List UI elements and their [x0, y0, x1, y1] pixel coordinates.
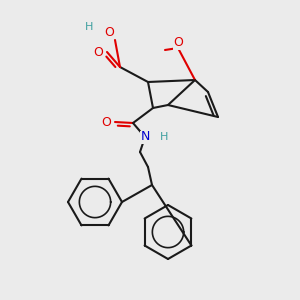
Text: H: H — [85, 22, 93, 32]
Text: O: O — [101, 116, 111, 128]
Text: O: O — [173, 37, 183, 50]
Text: H: H — [160, 132, 168, 142]
Text: O: O — [93, 46, 103, 59]
Text: O: O — [104, 26, 114, 38]
Text: N: N — [140, 130, 150, 143]
